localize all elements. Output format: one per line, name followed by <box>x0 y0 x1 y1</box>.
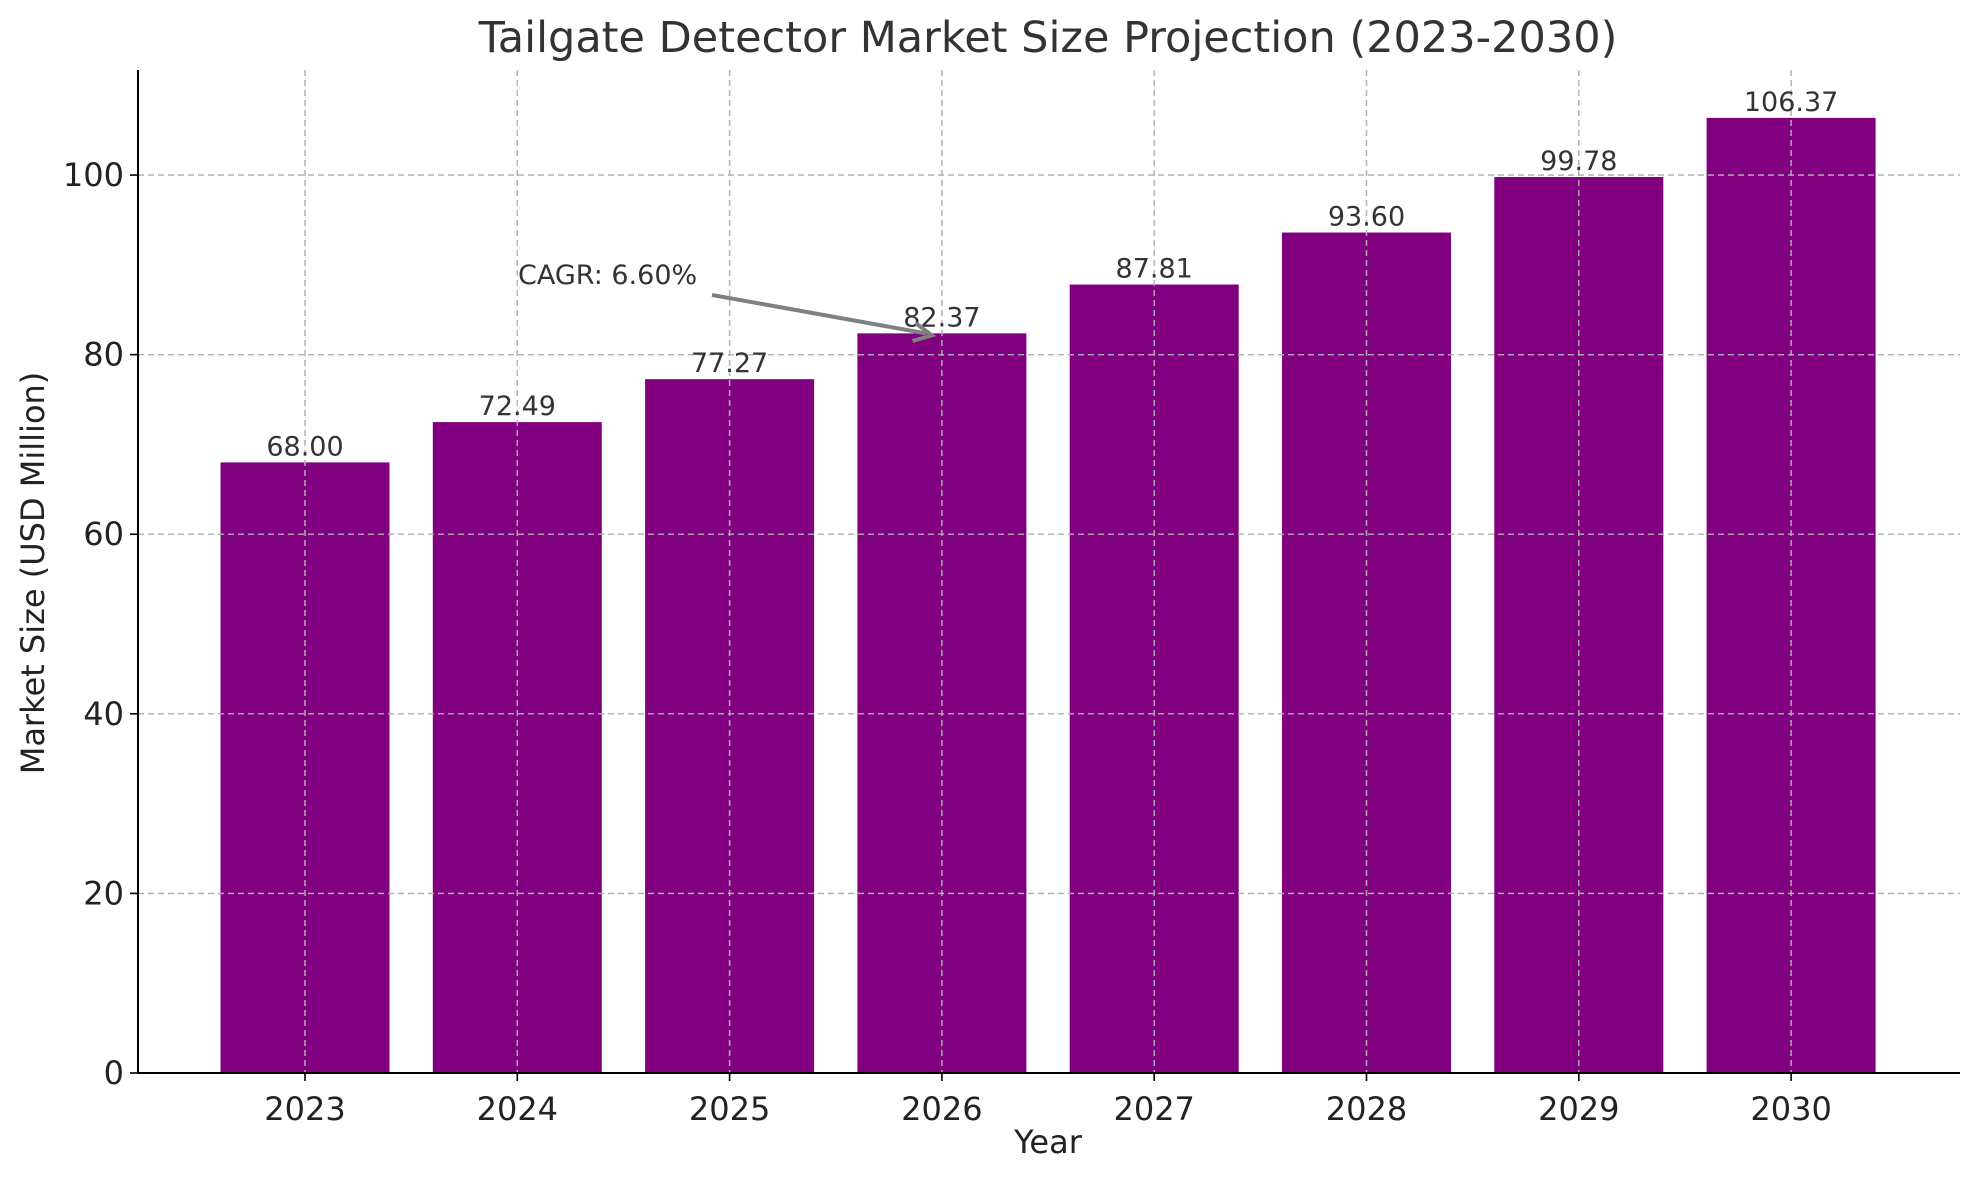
cagr-annotation: CAGR: 6.60% <box>518 260 937 343</box>
y-tick-label: 20 <box>83 874 124 912</box>
data-label-2023: 68.00 <box>266 431 343 462</box>
data-labels: 68.00 72.49 77.27 82.37 87.81 93.60 99.78 106.3… <box>266 87 1838 463</box>
x-axis-label: Year <box>1013 1123 1083 1161</box>
x-tick-label-2025: 2025 <box>689 1090 770 1128</box>
grid-lines <box>138 70 1960 1073</box>
x-tick-label-2026: 2026 <box>901 1090 982 1128</box>
x-tick-label-2024: 2024 <box>477 1090 558 1128</box>
y-axis-label: Market Size (USD Million) <box>14 372 52 775</box>
y-tick-label: 60 <box>83 515 124 553</box>
x-tick-label-2029: 2029 <box>1538 1090 1619 1128</box>
data-label-2028: 93.60 <box>1328 202 1405 233</box>
x-tick-label-2028: 2028 <box>1326 1090 1407 1128</box>
data-label-2029: 99.78 <box>1540 146 1617 177</box>
y-tick-label: 80 <box>83 336 124 374</box>
y-tick-label: 100 <box>63 156 124 194</box>
y-tick-labels: 0 20 40 60 80 100 <box>63 156 124 1092</box>
cagr-arrow-shaft <box>711 293 927 336</box>
cagr-arrow-head <box>912 321 937 343</box>
chart-title: Tailgate Detector Market Size Projection… <box>478 13 1618 63</box>
y-tick-label: 40 <box>83 695 124 733</box>
data-label-2024: 72.49 <box>479 391 556 422</box>
cagr-annotation-text: CAGR: 6.60% <box>518 260 697 291</box>
x-tick-label-2030: 2030 <box>1750 1090 1831 1128</box>
x-tick-labels: 2023 2024 2025 2026 2027 2028 2029 2030 <box>264 1090 1832 1128</box>
bars <box>220 117 1876 1074</box>
data-label-2025: 77.27 <box>691 348 768 379</box>
data-label-2027: 87.81 <box>1116 254 1193 285</box>
x-tick-label-2027: 2027 <box>1113 1090 1194 1128</box>
data-label-2030: 106.37 <box>1744 87 1838 118</box>
data-label-2026: 82.37 <box>903 302 980 333</box>
axes <box>130 70 1960 1081</box>
y-tick-label: 0 <box>104 1054 124 1092</box>
x-tick-label-2023: 2023 <box>264 1090 345 1128</box>
